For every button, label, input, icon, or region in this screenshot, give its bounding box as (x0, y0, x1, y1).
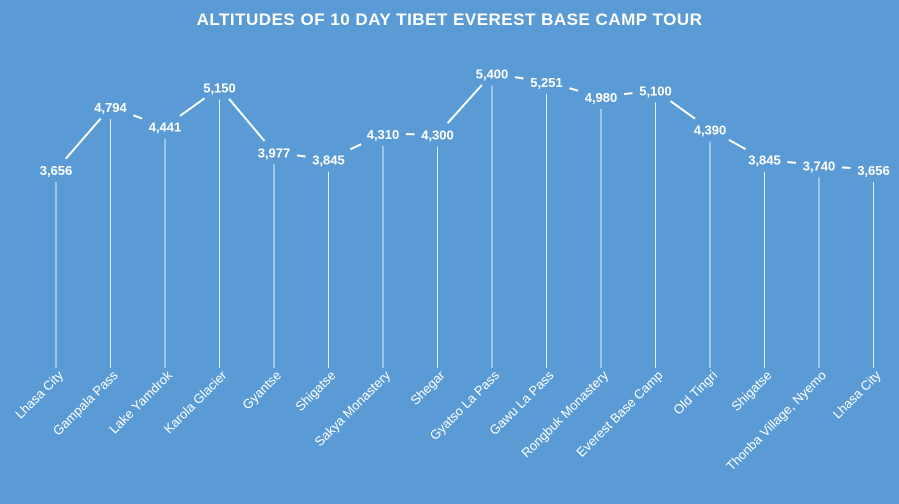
data-label: 3,977 (258, 145, 291, 160)
data-label: 3,656 (857, 163, 890, 178)
data-label: 4,794 (94, 100, 127, 115)
category-tick-label: Gyantse (239, 368, 284, 413)
series-segment (179, 97, 206, 117)
data-label: 3,656 (40, 163, 73, 178)
data-label: 3,845 (312, 153, 345, 168)
series-segment (623, 92, 633, 96)
data-label: 5,150 (203, 81, 236, 96)
data-label: 4,980 (585, 90, 618, 105)
category-tick-label: Thonba Village, Nyemo (723, 368, 829, 474)
series-segment (514, 76, 524, 80)
series-segment (569, 87, 579, 92)
data-label: 3,845 (748, 153, 781, 168)
series-segment (228, 98, 266, 142)
series-segment (65, 117, 102, 160)
data-label: 5,100 (639, 83, 672, 98)
category-tick-label: Shegar (407, 367, 448, 408)
data-labels: 3,656 4,794 4,441 5,150 3,977 3,845 4,310 4,300… (40, 67, 890, 178)
data-label: 5,251 (530, 75, 563, 90)
drop-lines (55, 85, 874, 368)
series-segment (669, 100, 696, 120)
series-segment (841, 166, 851, 170)
category-tick-label: Shigatse (728, 368, 774, 414)
series-segment (787, 161, 797, 164)
series-segment (132, 114, 143, 120)
chart-title: ALTITUDES OF 10 DAY TIBET EVEREST BASE C… (196, 10, 703, 29)
data-label: 4,300 (421, 127, 454, 142)
data-label: 5,400 (476, 67, 509, 82)
category-tick-label: Old Tingri (670, 367, 720, 417)
data-label: 4,390 (694, 122, 727, 137)
series-segment (349, 143, 362, 151)
series-segment (296, 154, 306, 158)
data-label: 4,310 (367, 127, 400, 142)
category-tick-label: Lhasa City (12, 367, 66, 421)
category-tick-label: Shigatse (292, 368, 338, 414)
data-label: 4,441 (149, 120, 182, 135)
data-label: 3,740 (803, 158, 836, 173)
series-segment (728, 139, 747, 150)
category-tick-label: Lhasa City (830, 367, 884, 421)
series-line (65, 76, 851, 170)
series-segment (446, 84, 483, 124)
